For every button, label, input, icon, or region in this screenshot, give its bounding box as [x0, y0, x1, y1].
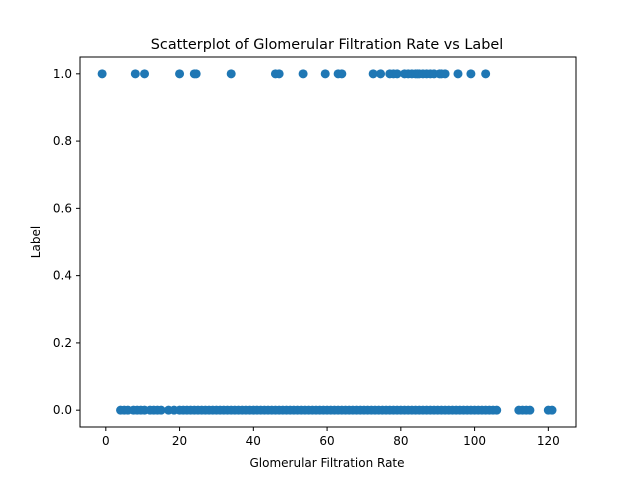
y-axis-label: Label [29, 226, 43, 258]
scatter-point [392, 69, 402, 79]
scatter-point [191, 69, 201, 79]
y-tick-label: 0.6 [53, 201, 72, 215]
points-layer [97, 69, 557, 415]
scatter-point [525, 405, 535, 415]
x-axis-label: Glomerular Filtration Rate [249, 456, 404, 470]
scatter-point [298, 69, 308, 79]
y-tick-label: 0.8 [53, 134, 72, 148]
x-tick-label: 0 [102, 434, 110, 448]
x-tick-label: 40 [246, 434, 261, 448]
y-tick-label: 0.0 [53, 403, 72, 417]
scatter-point [320, 69, 330, 79]
y-axis: 0.0 0.2 0.4 0.6 0.8 1.0 [53, 67, 80, 417]
x-tick-label: 120 [537, 434, 560, 448]
y-tick-label: 0.4 [53, 269, 72, 283]
scatter-point [440, 69, 450, 79]
scatter-point [156, 405, 166, 415]
plot-frame [79, 56, 577, 428]
scatter-point [492, 405, 502, 415]
scatter-point [130, 69, 140, 79]
scatter-point [140, 69, 150, 79]
x-tick-label: 60 [319, 434, 334, 448]
scatter-point [481, 69, 491, 79]
x-tick-label: 80 [393, 434, 408, 448]
scatter-point [274, 69, 284, 79]
scatter-point [453, 69, 463, 79]
scatter-point [547, 405, 557, 415]
scatter-point [337, 69, 347, 79]
x-tick-label: 20 [172, 434, 187, 448]
y-tick-label: 0.2 [53, 336, 72, 350]
scatter-point [376, 69, 386, 79]
scatter-point [368, 69, 378, 79]
scatter-point [226, 69, 236, 79]
chart-title: Scatterplot of Glomerular Filtration Rat… [151, 37, 503, 53]
y-tick-label: 1.0 [53, 67, 72, 81]
x-axis: 0 20 40 60 80 100 120 [102, 427, 560, 448]
scatter-point [175, 69, 185, 79]
x-tick-label: 100 [463, 434, 486, 448]
scatter-point [97, 69, 107, 79]
scatter-point [466, 69, 476, 79]
